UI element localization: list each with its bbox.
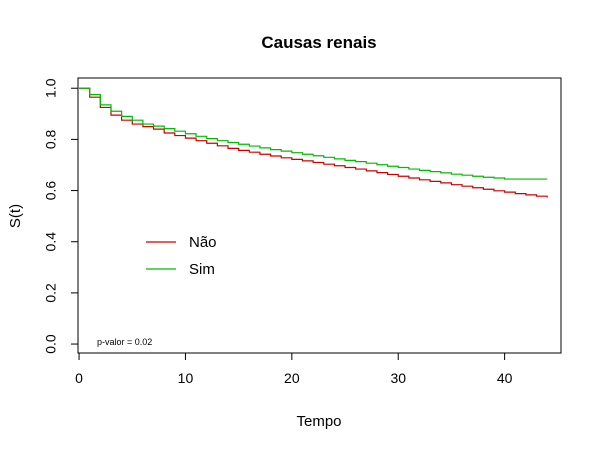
series-line-nao <box>79 87 548 198</box>
y-tick-label: 0.2 <box>43 283 59 303</box>
x-tick-label: 10 <box>178 370 194 386</box>
y-tick-label: 1.0 <box>43 78 59 98</box>
plot-area <box>77 77 562 354</box>
x-axis: 0 10 20 30 40 <box>75 352 513 386</box>
x-tick-label: 40 <box>497 370 513 386</box>
plot-frame <box>77 77 562 354</box>
legend-label: Sim <box>189 261 215 278</box>
series-group <box>79 87 548 198</box>
x-tick-label: 20 <box>284 370 300 386</box>
y-tick-label: 0.0 <box>43 334 59 354</box>
legend: Não Sim <box>146 234 217 278</box>
y-tick-label: 0.6 <box>43 181 59 201</box>
series-line-sim <box>79 87 548 180</box>
x-tick-label: 30 <box>390 370 406 386</box>
y-tick-label: 0.4 <box>43 232 59 252</box>
p-value-annotation: p-valor = 0.02 <box>97 337 152 347</box>
y-axis-label: S(t) <box>7 204 24 228</box>
legend-label: Não <box>189 234 217 251</box>
x-tick-label: 0 <box>75 370 83 386</box>
chart-title: Causas renais <box>261 33 376 52</box>
y-tick-label: 0.8 <box>43 129 59 149</box>
y-axis: 0.0 0.2 0.4 0.6 0.8 1.0 <box>43 78 79 354</box>
x-axis-label: Tempo <box>296 413 341 430</box>
